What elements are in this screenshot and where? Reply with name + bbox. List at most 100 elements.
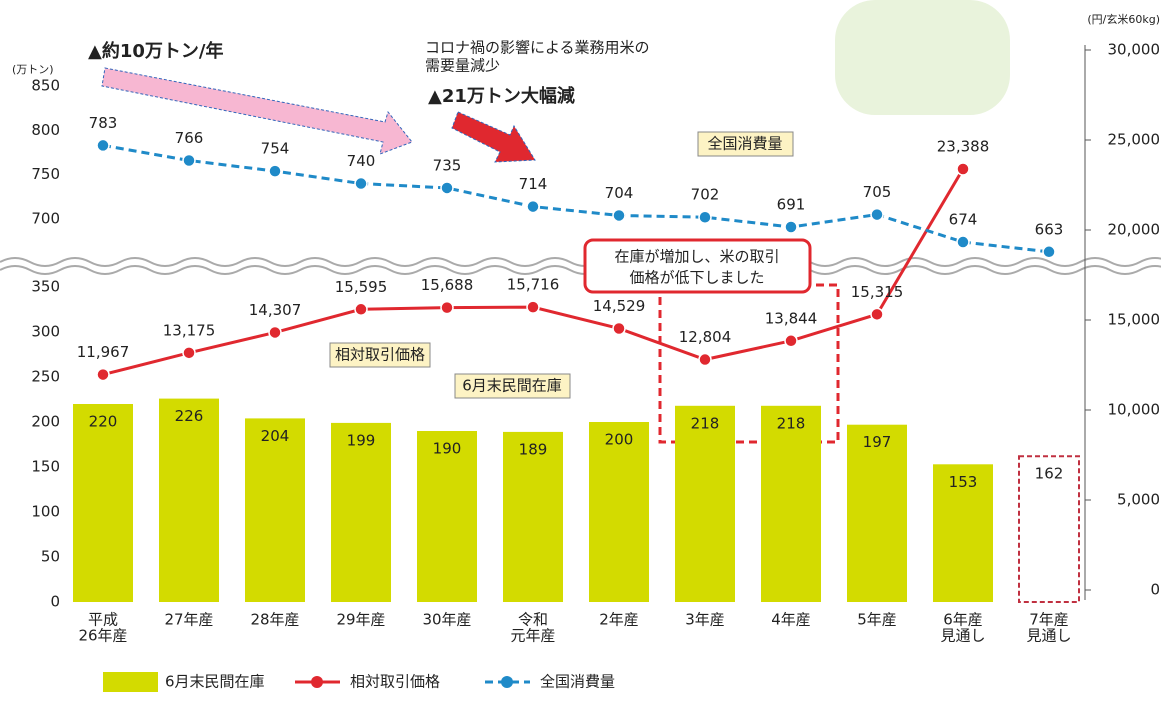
y-tick-label: 750: [31, 165, 60, 183]
annotation: コロナ禍の影響による業務用米の: [425, 39, 650, 57]
x-tick-label: 7年産: [1029, 611, 1069, 629]
bar: [589, 422, 649, 602]
annotation: 6月末民間在庫: [462, 377, 562, 395]
point: [698, 210, 712, 224]
value-label: 783: [89, 114, 118, 132]
point: [612, 321, 626, 336]
value-label: 704: [605, 184, 634, 202]
y-tick-label: 800: [31, 121, 60, 139]
value-label: 162: [1035, 465, 1064, 483]
line: [102, 143, 1050, 254]
axis-break: [0, 265, 1161, 275]
x-tick-label: 26年産: [78, 627, 127, 645]
legend-swatch: [501, 676, 513, 688]
y-tick-label: 850: [31, 77, 60, 95]
value-label: 663: [1035, 220, 1064, 238]
value-label: 218: [691, 414, 720, 432]
legend-label: 全国消費量: [540, 673, 615, 691]
y-tick-label: 700: [31, 210, 60, 228]
point: [268, 164, 282, 178]
value-label: 714: [519, 175, 548, 193]
point: [870, 307, 884, 322]
x-tick-label: 元年産: [510, 627, 555, 645]
point: [354, 176, 368, 191]
bar: [245, 418, 305, 602]
value-label: 754: [261, 140, 290, 158]
y-tick-label: 350: [31, 278, 60, 296]
y2-tick-label: 20,000: [1108, 221, 1161, 239]
y2-tick-label: 15,000: [1108, 311, 1161, 329]
annotation: 在庫が増加し、米の取引: [614, 248, 779, 266]
value-label: 13,844: [765, 309, 818, 327]
value-label: 197: [863, 433, 892, 451]
value-label: 705: [863, 183, 892, 201]
y2-tick-label: 30,000: [1108, 41, 1161, 59]
value-label: 226: [175, 407, 204, 425]
value-label: 14,529: [593, 297, 646, 315]
value-label: 15,688: [421, 276, 474, 294]
value-label: 735: [433, 156, 462, 174]
y-tick-label: 100: [31, 503, 60, 521]
tag-box: [329, 342, 431, 368]
y2-tick-label: 10,000: [1108, 401, 1161, 419]
y-tick-label: 250: [31, 368, 60, 386]
x-tick-label: 27年産: [164, 611, 213, 629]
value-label: 218: [777, 414, 806, 432]
field-illustration: [835, 0, 1010, 115]
value-label: 15,716: [507, 276, 560, 294]
bar: [503, 431, 563, 602]
value-label: 153: [949, 473, 978, 491]
x-tick-label: 見通し: [1026, 627, 1071, 645]
y-axis-label: (万トン): [12, 63, 54, 76]
point: [1042, 245, 1056, 259]
bar: [847, 424, 907, 602]
x-tick-label: 6年産: [943, 611, 983, 629]
annotation: ▲約10万トン/年: [88, 40, 223, 62]
annotation: 価格が低下しました: [629, 269, 764, 287]
annotation: 需要量減少: [425, 57, 500, 75]
axis-break: [0, 257, 1161, 267]
value-label: 11,967: [77, 343, 130, 361]
bar: [933, 464, 993, 602]
point: [268, 325, 282, 340]
value-label: 23,388: [937, 138, 990, 156]
legend-swatch: [311, 676, 323, 688]
tag-box: [454, 373, 571, 399]
bar: [675, 405, 735, 602]
x-tick-label: 令和: [518, 611, 548, 629]
point: [440, 181, 454, 195]
value-label: 674: [949, 211, 978, 229]
point: [870, 207, 884, 222]
y-tick-label: 200: [31, 413, 60, 431]
x-tick-label: 29年産: [336, 611, 385, 629]
value-label: 220: [89, 413, 118, 431]
y2-tick-label: 25,000: [1108, 131, 1161, 149]
point: [182, 346, 196, 360]
legend-swatch: [103, 672, 158, 692]
value-label: 702: [691, 186, 720, 204]
value-label: 199: [347, 431, 376, 449]
value-label: 691: [777, 195, 806, 213]
x-tick-label: 28年産: [250, 611, 299, 629]
point: [612, 208, 626, 223]
annotation: 相対取引価格: [335, 346, 425, 364]
trend-arrow: [101, 67, 413, 155]
value-label: 766: [175, 129, 204, 147]
drop-arrow: [451, 111, 536, 163]
point: [956, 162, 970, 176]
legend-label: 相対取引価格: [350, 673, 440, 691]
bar: [417, 431, 477, 602]
legend-label: 6月末民間在庫: [165, 673, 265, 691]
annotation: 全国消費量: [707, 135, 782, 153]
y2-axis-label: (円/玄米60kg): [1087, 12, 1160, 26]
value-label: 13,175: [163, 321, 216, 339]
x-tick-label: 5年産: [857, 611, 897, 629]
bar: [761, 405, 821, 602]
point: [96, 367, 110, 382]
x-tick-label: 4年産: [771, 611, 811, 629]
annotation: ▲21万トン大幅減: [428, 85, 575, 107]
bar: [73, 404, 133, 602]
point: [96, 138, 110, 153]
point: [784, 220, 798, 234]
point: [526, 300, 540, 314]
